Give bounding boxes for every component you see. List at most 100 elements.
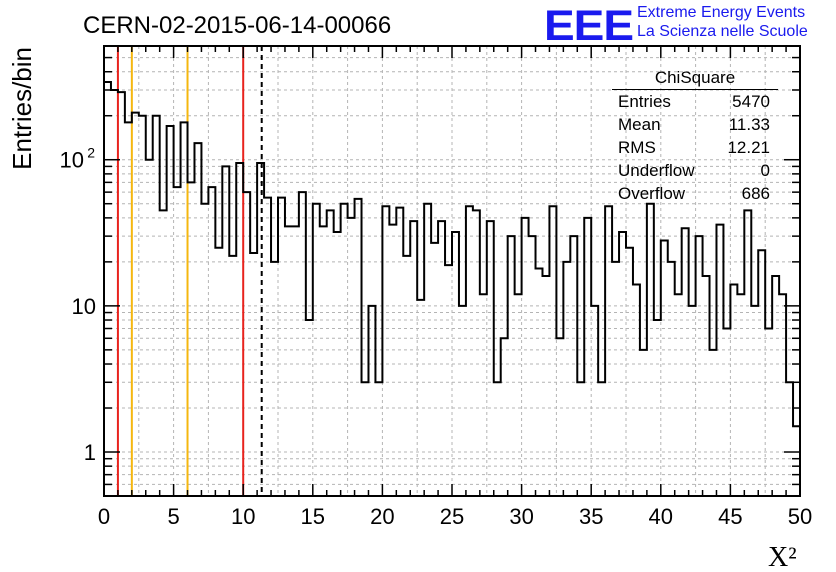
x-tick-label: 45 (718, 504, 742, 529)
x-tick-label: 5 (167, 504, 179, 529)
histogram-bin (375, 382, 382, 496)
stats-value: 5470 (732, 92, 770, 111)
histogram-bin (118, 92, 125, 496)
histogram-bin (264, 198, 271, 496)
histogram-bin (633, 285, 640, 496)
histogram-bin (758, 250, 765, 496)
histogram-bin (765, 329, 772, 496)
histogram-bin (675, 294, 682, 496)
histogram-bin (111, 90, 118, 496)
histogram-bin (668, 262, 675, 496)
histogram-bin (146, 160, 153, 496)
histogram-bin (723, 329, 730, 496)
histogram-bin (751, 306, 758, 496)
histogram-bin (556, 338, 563, 496)
x-tick-label: 50 (788, 504, 812, 529)
histogram-bin (737, 294, 744, 496)
stats-label: RMS (618, 138, 656, 157)
histogram-bin (417, 300, 424, 496)
x-tick-label: 0 (98, 504, 110, 529)
brand-line-2: La Scienza nelle Scuole (637, 23, 808, 40)
stats-value: 11.33 (728, 115, 770, 134)
histogram-bin (480, 294, 487, 496)
histogram-bin (584, 218, 591, 496)
stats-row-mean: Mean 11.33 (612, 113, 778, 136)
histogram-bin (654, 320, 661, 496)
histogram-bin (271, 262, 278, 496)
histogram-bin (389, 225, 396, 496)
histogram-bin (229, 256, 236, 496)
reference-lines (116, 46, 263, 496)
histogram-bin (577, 382, 584, 496)
histogram-bin (619, 232, 626, 496)
histogram-bin (501, 338, 508, 496)
histogram-bin (348, 218, 355, 496)
stats-row-rms: RMS 12.21 (612, 136, 778, 159)
histogram-bin (710, 350, 717, 496)
histogram-bin (431, 243, 438, 496)
histogram-bin (529, 236, 536, 496)
stats-value: 0 (760, 161, 770, 180)
histogram-bin (515, 294, 522, 496)
histogram-bin (320, 226, 327, 496)
histogram-bin (542, 276, 549, 496)
histogram-bin (438, 221, 445, 496)
histogram-bin (174, 187, 181, 496)
eee-logo: EEE (544, 1, 634, 50)
x-tick-label: 35 (579, 504, 603, 529)
histogram-bin (459, 306, 466, 496)
histogram-bin (403, 256, 410, 496)
histogram-bin (278, 198, 285, 496)
chart-title: CERN-02-2015-06-14-00066 (83, 12, 391, 39)
x-tick-label: 10 (231, 504, 255, 529)
histogram-bin (313, 204, 320, 496)
histogram-bin (452, 232, 459, 496)
histogram-bin (549, 206, 556, 496)
histogram-bin (188, 182, 195, 496)
y-axis-label: Entries/bin (7, 47, 37, 170)
histogram-bin (160, 210, 167, 496)
histogram-bin (466, 206, 473, 496)
histogram-bin (703, 276, 710, 496)
y-tick-label: 10 (72, 294, 96, 319)
histogram-bin (292, 226, 299, 496)
histogram-bin (257, 163, 264, 496)
stats-row-entries: Entries 5470 (612, 90, 778, 113)
histogram-bin (285, 226, 292, 496)
histogram-bin (640, 350, 647, 496)
histogram-bin (132, 113, 139, 496)
stats-label: Entries (618, 92, 671, 111)
histogram-bin (730, 285, 737, 496)
histogram-bin (243, 192, 250, 496)
histogram-outline (104, 81, 800, 428)
histogram-bin (215, 248, 222, 496)
histogram-bin (362, 382, 369, 496)
stats-value: 686 (741, 184, 770, 203)
stats-row-underflow: Underflow 0 (612, 159, 778, 182)
histogram-bin (605, 206, 612, 496)
histogram-bin (772, 276, 779, 496)
x-tick-label: 15 (301, 504, 325, 529)
histogram-bin (424, 204, 431, 496)
histogram-bin (612, 262, 619, 496)
histogram-bin (598, 382, 605, 496)
histogram-bin (334, 232, 341, 496)
y-tick-exponent: 2 (87, 145, 95, 161)
histogram-bin (570, 236, 577, 496)
histogram-bin (222, 166, 229, 496)
histogram-bin (522, 218, 529, 496)
y-tick-label: 10 (60, 148, 84, 173)
histogram-bin (341, 204, 348, 496)
histogram-bin (647, 204, 654, 496)
x-tick-label: 40 (649, 504, 673, 529)
histogram-bin (487, 221, 494, 496)
histogram-bin (508, 236, 515, 496)
histogram-bin (445, 265, 452, 496)
histogram-bin (104, 82, 111, 496)
histogram-bin (786, 382, 793, 496)
histogram-bin (382, 206, 389, 496)
brand-line-1: Extreme Energy Events (637, 4, 806, 21)
histogram-bin (396, 208, 403, 496)
x-tick-label: 30 (509, 504, 533, 529)
